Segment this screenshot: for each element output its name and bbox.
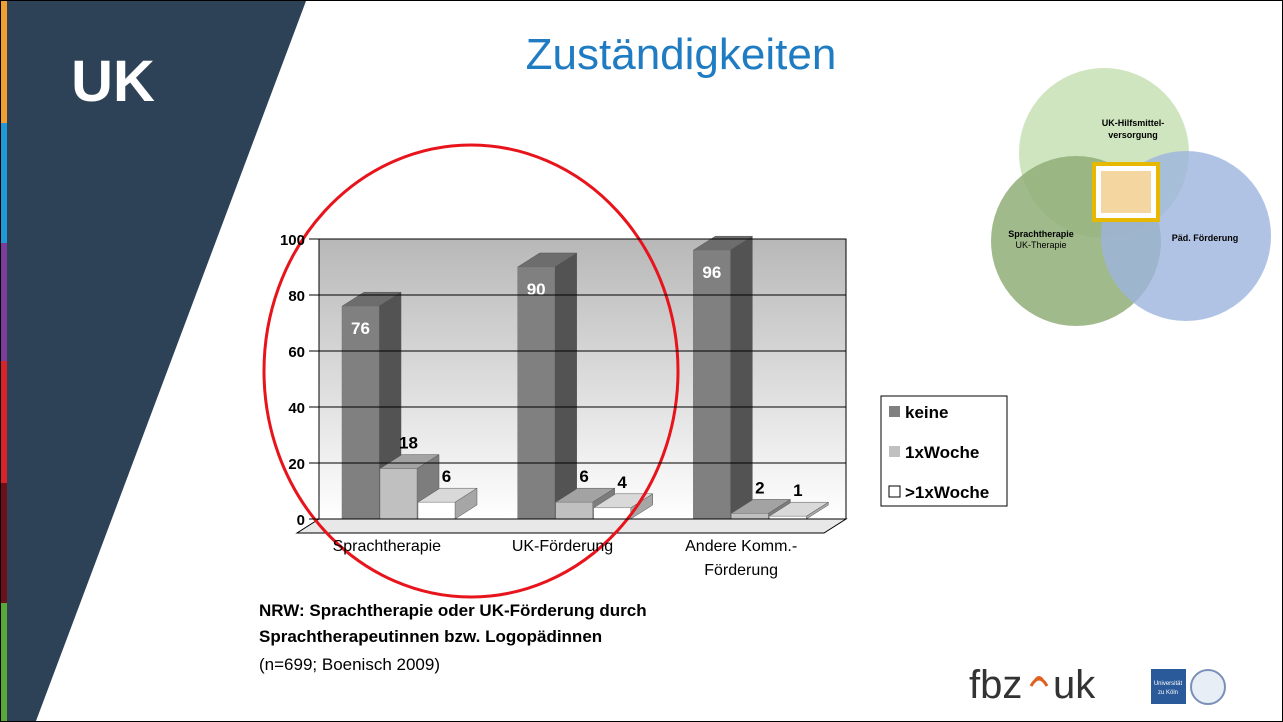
slide: UK Zuständigkeiten 76 18 6 90 6 4 96 2 1 UK-Hilf… xyxy=(0,0,1283,722)
stripe xyxy=(1,361,7,483)
caption: Sprachtherapeutinnen bzw. Logopädinnen xyxy=(259,627,602,647)
uni-text: Universität xyxy=(1154,681,1183,687)
device-screen xyxy=(1101,171,1151,213)
venn-label: UK-Therapie xyxy=(1015,240,1066,250)
y-tick-label: 0 xyxy=(297,512,305,529)
stripe xyxy=(1,1,7,123)
venn-label: UK-Hilfsmittel- xyxy=(1102,118,1165,128)
legend-swatch xyxy=(889,446,900,457)
venn-label: Päd. Förderung xyxy=(1172,233,1239,243)
logo-mark xyxy=(1031,678,1047,687)
legend-swatch xyxy=(889,406,900,417)
caption: NRW: Sprachtherapie oder UK-Förderung du… xyxy=(259,601,647,621)
stripe xyxy=(1,603,7,721)
caption-note: (n=699; Boenisch 2009) xyxy=(259,655,440,675)
venn-diagram: UK-Hilfsmittel- versorgung Sprachtherapi… xyxy=(991,68,1271,326)
venn-label: Sprachtherapie xyxy=(1008,229,1074,239)
x-tick-label: Sprachtherapie xyxy=(312,535,462,559)
bar-front xyxy=(556,502,593,519)
bar-front xyxy=(518,267,555,519)
stripe xyxy=(1,243,7,361)
slide-title: Zuständigkeiten xyxy=(526,30,837,79)
value-label: 18 xyxy=(399,434,418,453)
y-tick-label: 20 xyxy=(288,456,305,473)
y-tick-label: 100 xyxy=(280,232,305,249)
bar-front xyxy=(693,250,730,519)
stripe xyxy=(1,123,7,243)
uni-text: zu Köln xyxy=(1158,690,1178,696)
value-label: 6 xyxy=(579,467,588,486)
value-label: 96 xyxy=(702,263,721,282)
venn-label: versorgung xyxy=(1108,130,1158,140)
y-tick-label: 40 xyxy=(288,400,305,417)
legend-swatch xyxy=(889,486,900,497)
y-tick-label: 80 xyxy=(288,288,305,305)
value-label: 90 xyxy=(527,280,546,299)
value-label: 4 xyxy=(617,473,627,492)
x-tick-label: UK-Förderung xyxy=(488,535,638,559)
logo-text: uk xyxy=(1053,663,1096,707)
bar-side xyxy=(555,253,577,519)
badge: UK xyxy=(71,49,155,114)
legend-label: >1xWoche xyxy=(905,483,989,502)
value-label: 1 xyxy=(793,481,802,500)
bar-front xyxy=(731,513,768,519)
uni-seal xyxy=(1191,670,1225,704)
legend-label: keine xyxy=(905,403,948,422)
legend-label: 1xWoche xyxy=(905,443,979,462)
value-label: 6 xyxy=(442,467,451,486)
stripe xyxy=(1,483,7,603)
y-tick-label: 60 xyxy=(288,344,305,361)
bar-front xyxy=(418,502,455,519)
value-label: 2 xyxy=(755,478,764,497)
x-tick-label: Andere Komm.- Förderung xyxy=(676,535,806,583)
bar-side xyxy=(730,236,752,519)
value-label: 76 xyxy=(351,319,370,338)
logo-text: fbz xyxy=(969,663,1022,707)
plot-floor xyxy=(297,519,846,533)
bar-front xyxy=(594,508,631,519)
bar-front xyxy=(380,469,417,519)
